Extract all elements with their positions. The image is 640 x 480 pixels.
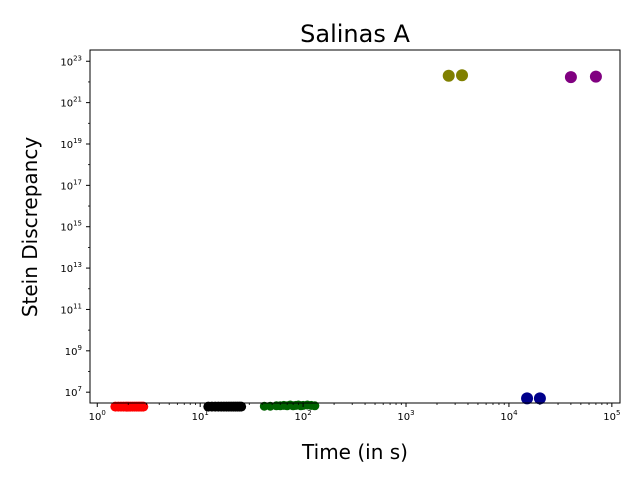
chart-title: Salinas A: [300, 20, 410, 48]
data-point-series-3-0: [521, 392, 534, 405]
x-tick-label-1: 101: [192, 409, 209, 423]
y-tick-label-6: 1019: [60, 137, 82, 151]
plot-area-frame: [89, 49, 621, 404]
data-point-series-5-0: [564, 71, 577, 84]
y-tick-label-1: 109: [65, 344, 82, 358]
data-point-series-3-1: [533, 392, 546, 405]
x-axis-label: Time (in s): [301, 440, 408, 464]
x-axis: 100 101 102 103 104 105: [89, 403, 620, 423]
data-point-series-2-14: [310, 401, 320, 411]
data-point-series-4-1: [456, 69, 469, 82]
data-point-series-4-0: [442, 69, 455, 82]
y-axis-label: Stein Discrepancy: [18, 137, 42, 318]
x-tick-label-5: 105: [603, 409, 620, 423]
y-tick-label-5: 1017: [60, 178, 82, 192]
data-point-series-0-13: [138, 401, 149, 412]
y-tick-label-3: 1013: [60, 261, 82, 275]
y-tick-label-8: 1023: [60, 54, 82, 68]
data-point-series-1-13: [236, 401, 247, 412]
x-tick-label-3: 103: [397, 409, 414, 423]
x-tick-label-2: 102: [294, 409, 311, 423]
x-tick-label-4: 104: [500, 409, 518, 423]
y-axis: 107 109 1011 1013 1015 1017 1019 1021 1023: [60, 54, 90, 399]
data-points: [110, 69, 602, 412]
x-tick-label-0: 100: [89, 409, 106, 423]
y-tick-label-2: 1011: [60, 302, 82, 316]
data-point-series-5-1: [589, 70, 602, 83]
y-tick-label-4: 1015: [60, 220, 82, 234]
y-tick-label-7: 1021: [60, 96, 82, 110]
y-tick-label-0: 107: [65, 385, 82, 399]
